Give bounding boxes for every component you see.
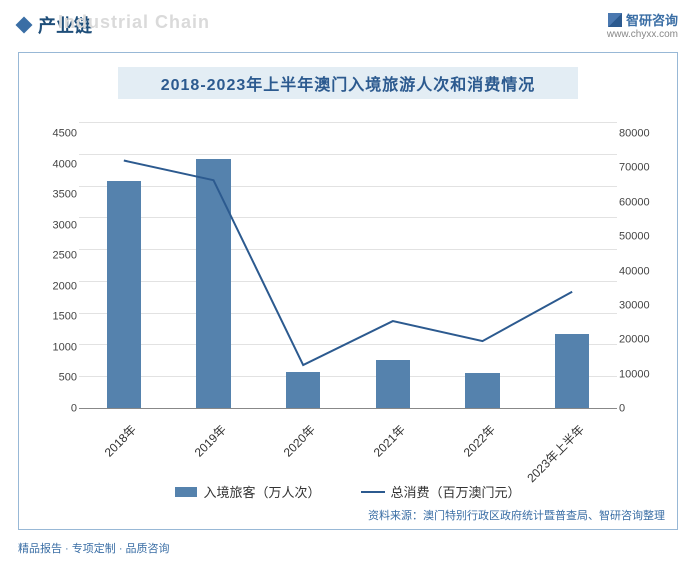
y-left-tick: 0 xyxy=(27,403,77,414)
y-left-tick: 1500 xyxy=(27,312,77,323)
x-axis-label: 2020年 xyxy=(280,421,319,460)
y-right-tick: 50000 xyxy=(619,232,669,243)
legend-bar-swatch-icon xyxy=(175,487,197,497)
x-axis-labels: 2018年2019年2020年2021年2022年2023年上半年 xyxy=(79,415,617,473)
y-left-tick: 3000 xyxy=(27,220,77,231)
y-right-tick: 80000 xyxy=(619,129,669,140)
y-left-tick: 4000 xyxy=(27,159,77,170)
y-left-tick: 3500 xyxy=(27,190,77,201)
y-right-tick: 40000 xyxy=(619,266,669,277)
chart-container: 2018-2023年上半年澳门入境旅游人次和消费情况 0 500 1000 1500 2… xyxy=(18,52,678,530)
y-right-tick: 20000 xyxy=(619,335,669,346)
y-right-tick: 0 xyxy=(619,404,669,415)
y-right-tick: 70000 xyxy=(619,163,669,174)
legend-bar-label: 入境旅客（万人次） xyxy=(203,482,320,501)
logo-cube-icon xyxy=(608,13,622,27)
site-url: www.chyxx.com xyxy=(607,29,678,40)
line-layer xyxy=(79,123,617,409)
diamond-bullet-icon xyxy=(16,17,33,34)
y-left-tick: 2500 xyxy=(27,251,77,262)
x-axis-label: 2021年 xyxy=(369,421,408,460)
x-axis-label: 2018年 xyxy=(100,421,139,460)
y-axis-left: 050010001500200025003000350040004500 xyxy=(27,123,77,409)
legend: 入境旅客（万人次） 总消费（百万澳门元） xyxy=(19,482,677,501)
plot-area xyxy=(79,123,617,409)
y-left-tick: 4500 xyxy=(27,129,77,140)
y-right-tick: 30000 xyxy=(619,300,669,311)
legend-item-line: 总消费（百万澳门元） xyxy=(361,482,521,501)
footer-text: 精品报告 · 专项定制 · 品质咨询 xyxy=(18,540,170,556)
y-right-tick: 10000 xyxy=(619,369,669,380)
y-axis-right: 0100002000030000400005000060000700008000… xyxy=(619,123,669,409)
x-axis-baseline xyxy=(79,408,617,409)
x-axis-label: 2022年 xyxy=(459,421,498,460)
watermark-english: Industrial Chain xyxy=(58,12,210,33)
legend-line-swatch-icon xyxy=(361,491,385,493)
y-left-tick: 2000 xyxy=(27,281,77,292)
x-axis-label: 2023年上半年 xyxy=(523,421,588,486)
y-right-tick: 60000 xyxy=(619,197,669,208)
chart-title: 2018-2023年上半年澳门入境旅游人次和消费情况 xyxy=(161,77,536,94)
chart-title-bar: 2018-2023年上半年澳门入境旅游人次和消费情况 xyxy=(118,67,579,99)
y-left-tick: 1000 xyxy=(27,342,77,353)
source-note: 资料来源：澳门特别行政区政府统计暨普查局、智研咨询整理 xyxy=(368,507,665,523)
logo: 智研咨询 xyxy=(608,10,678,29)
y-left-tick: 500 xyxy=(27,373,77,384)
x-axis-label: 2019年 xyxy=(190,421,229,460)
logo-text: 智研咨询 xyxy=(626,10,678,29)
legend-item-bar: 入境旅客（万人次） xyxy=(175,482,320,501)
line-path xyxy=(124,161,572,365)
header-right: 智研咨询 www.chyxx.com xyxy=(607,10,678,40)
legend-line-label: 总消费（百万澳门元） xyxy=(391,482,521,501)
